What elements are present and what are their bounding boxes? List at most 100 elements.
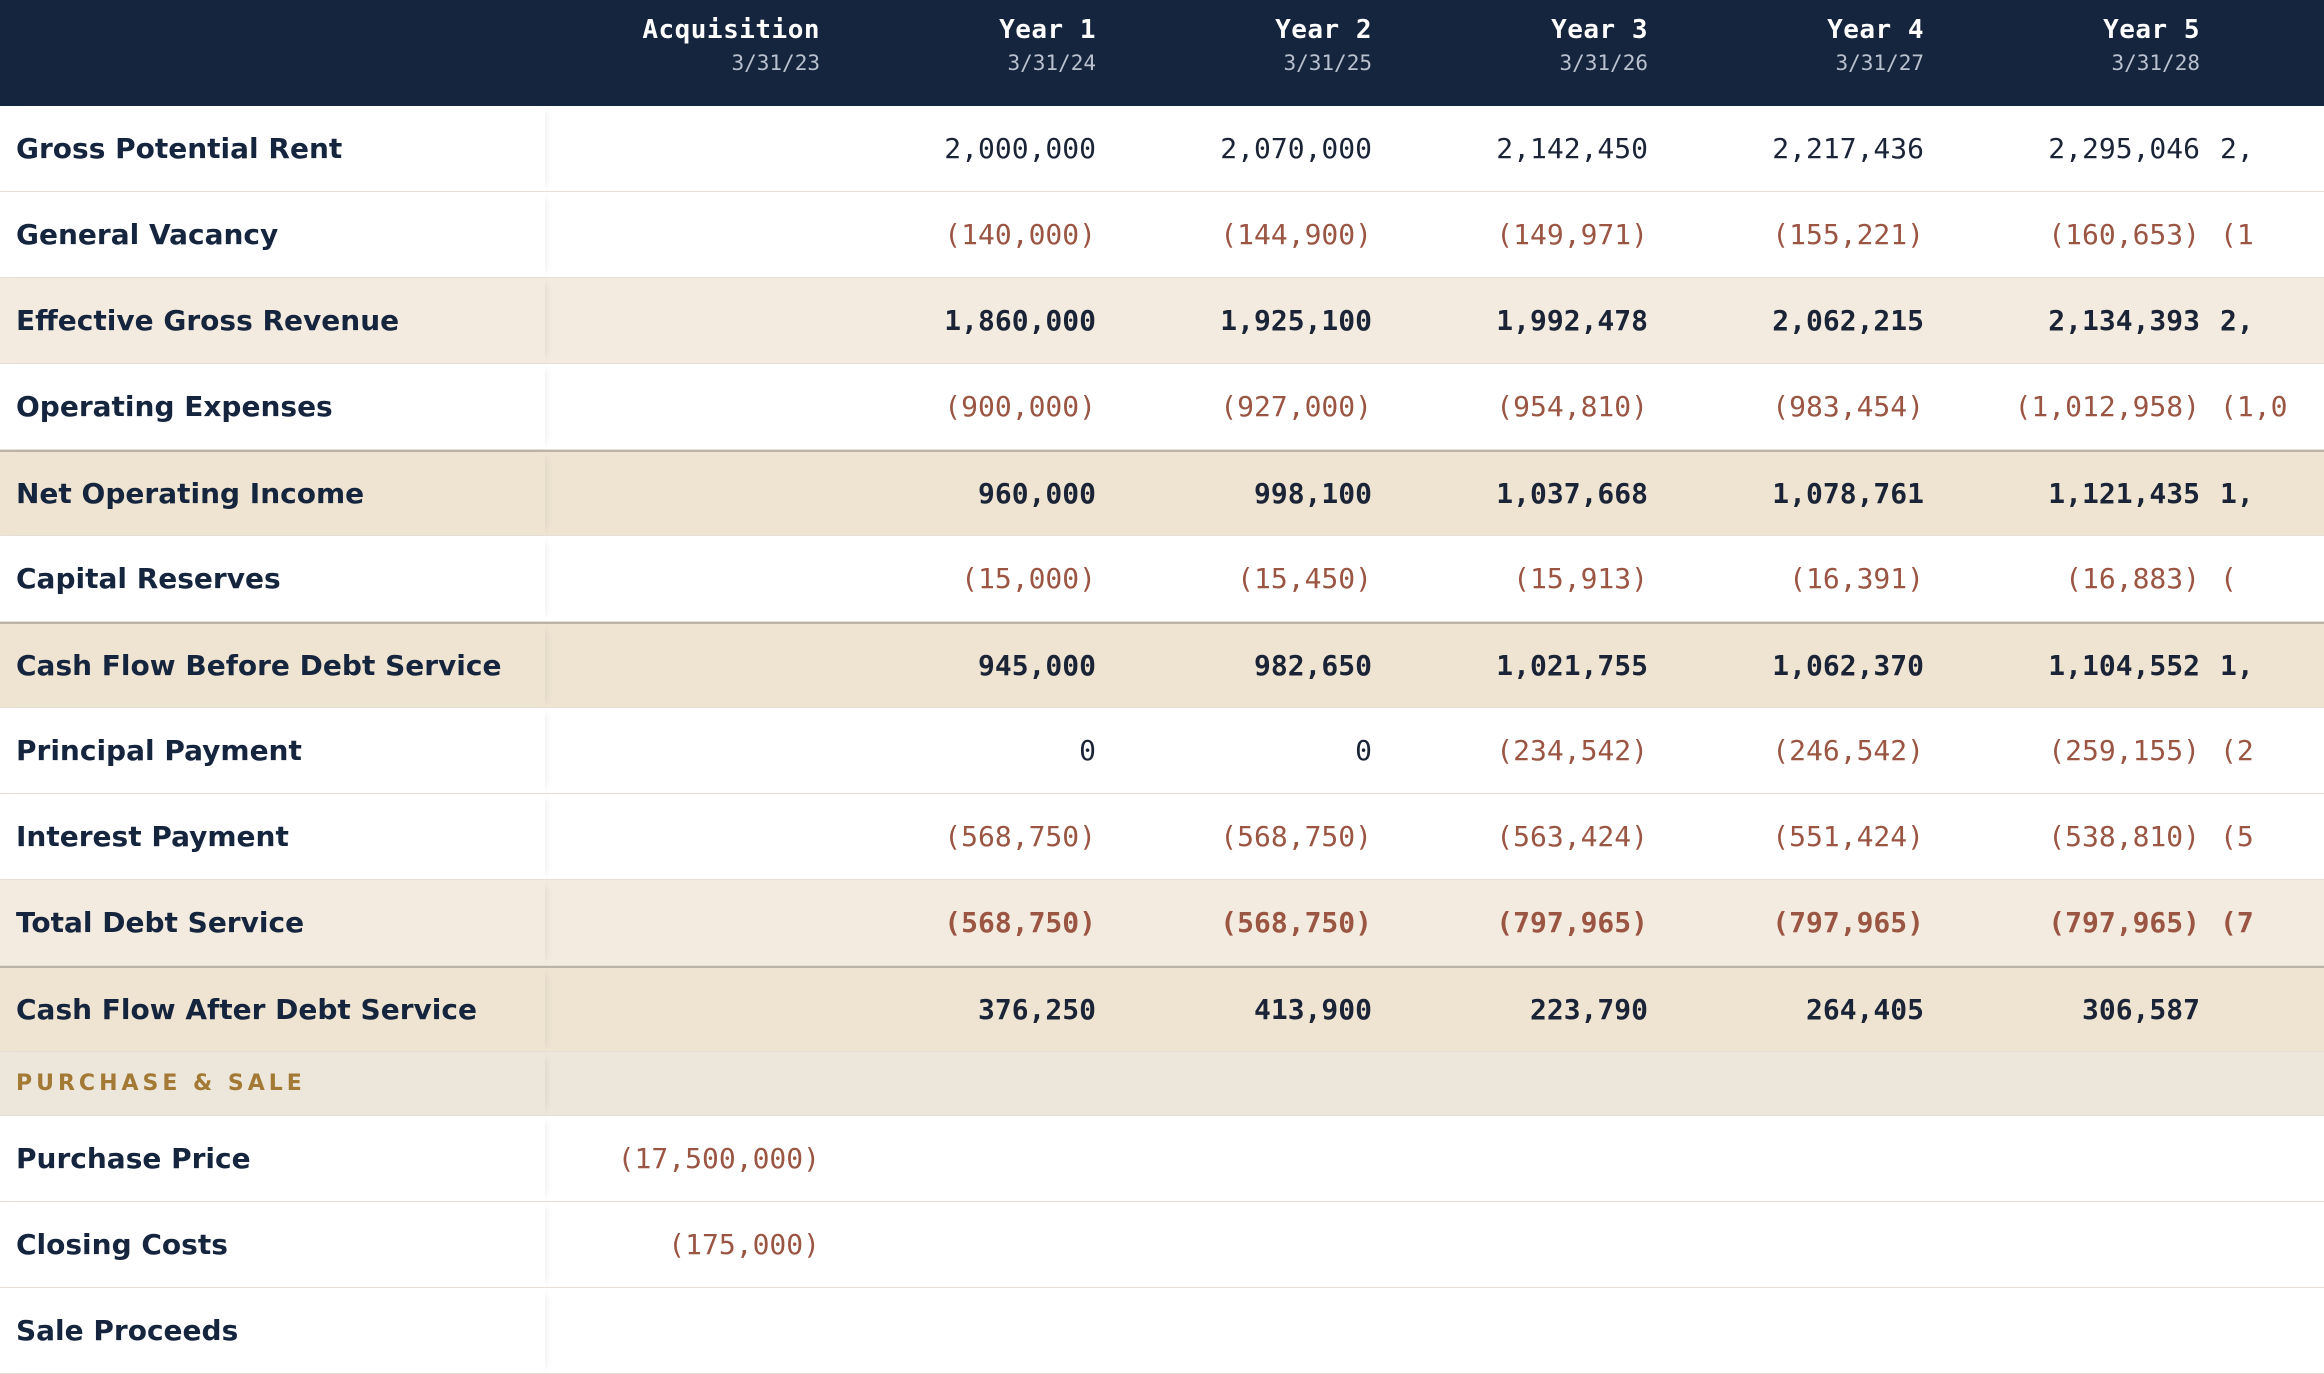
table-cell[interactable]: 2,142,450 [1496,132,1648,165]
table-cell[interactable]: 2, [2220,304,2254,337]
table-cell[interactable]: (15,450) [1237,562,1372,595]
table-cell[interactable]: 945,000 [977,649,1096,682]
table-cell[interactable]: (15,000) [961,562,1096,595]
table-cell[interactable] [545,364,820,449]
column-header-year-4[interactable]: Year 4 3/31/27 [1827,15,1924,75]
table-cell[interactable] [2200,1202,2324,1287]
table-row[interactable]: Gross Potential Rent 2,000,000 2,070,000 2,… [0,106,2324,192]
column-header-year-5[interactable]: Year 5 3/31/28 [2103,15,2200,75]
table-cell[interactable]: (155,221) [1772,218,1924,251]
table-cell[interactable] [2200,968,2324,1051]
table-cell[interactable]: 1, [2220,477,2254,510]
table-cell[interactable]: (234,542) [1496,734,1648,767]
table-cell[interactable]: 1,121,435 [2048,477,2200,510]
table-row[interactable]: Total Debt Service (568,750) (568,750) (797… [0,880,2324,966]
table-cell[interactable]: 1,062,370 [1772,649,1924,682]
table-cell[interactable]: (140,000) [944,218,1096,251]
table-cell[interactable]: 0 [1355,734,1372,767]
table-cell[interactable]: 223,790 [1529,993,1648,1026]
table-row[interactable]: Cash Flow After Debt Service 376,250 413,9… [0,966,2324,1052]
column-header-year-3[interactable]: Year 3 3/31/26 [1551,15,1648,75]
table-cell[interactable] [1648,1116,1924,1201]
table-cell[interactable]: 1,021,755 [1496,649,1648,682]
table-cell[interactable]: (144,900) [1220,218,1372,251]
table-cell[interactable]: 2,217,436 [1772,132,1924,165]
table-row[interactable]: Sale Proceeds [0,1288,2324,1374]
table-cell[interactable]: (160,653) [2048,218,2200,251]
table-cell[interactable]: 1,860,000 [944,304,1096,337]
table-cell[interactable]: (15,913) [1513,562,1648,595]
table-cell[interactable]: (538,810) [2048,820,2200,853]
table-cell[interactable]: 2,070,000 [1220,132,1372,165]
table-cell[interactable]: (175,000) [668,1228,820,1261]
table-cell[interactable]: 413,900 [1253,993,1372,1026]
table-cell[interactable]: (797,965) [2048,906,2200,939]
table-row[interactable]: Effective Gross Revenue 1,860,000 1,925,10… [0,278,2324,364]
table-cell[interactable]: 2,000,000 [944,132,1096,165]
table-cell[interactable]: (568,750) [944,820,1096,853]
table-cell[interactable]: 1,104,552 [2048,649,2200,682]
table-cell[interactable] [1648,1202,1924,1287]
table-cell[interactable] [545,968,820,1051]
table-cell[interactable]: (149,971) [1496,218,1648,251]
table-cell[interactable]: (1,0 [2220,390,2288,423]
table-row[interactable]: Net Operating Income 960,000 998,100 1,037,… [0,450,2324,536]
table-cell[interactable]: 1,037,668 [1496,477,1648,510]
table-cell[interactable] [1648,1288,1924,1373]
table-cell[interactable] [1096,1116,1372,1201]
table-cell[interactable]: (551,424) [1772,820,1924,853]
column-header-year-1[interactable]: Year 1 3/31/24 [999,15,1096,75]
table-cell[interactable]: 1,925,100 [1220,304,1372,337]
table-cell[interactable]: (568,750) [1220,906,1372,939]
table-cell[interactable]: (927,000) [1220,390,1372,423]
table-cell[interactable]: 998,100 [1253,477,1372,510]
table-cell[interactable]: (900,000) [944,390,1096,423]
table-cell[interactable] [820,1116,1096,1201]
table-cell[interactable] [1096,1288,1372,1373]
table-cell[interactable] [1372,1202,1648,1287]
table-cell[interactable] [820,1202,1096,1287]
table-row[interactable]: Closing Costs (175,000) [0,1202,2324,1288]
table-cell[interactable]: 264,405 [1805,993,1924,1026]
table-cell[interactable]: 1, [2220,649,2254,682]
table-cell[interactable] [545,278,820,363]
table-cell[interactable]: 1,078,761 [1772,477,1924,510]
table-cell[interactable] [1924,1202,2200,1287]
table-cell[interactable] [1924,1116,2200,1201]
table-cell[interactable] [545,452,820,535]
table-cell[interactable]: (797,965) [1496,906,1648,939]
table-cell[interactable]: (1 [2220,218,2254,251]
table-cell[interactable]: (16,883) [2065,562,2200,595]
table-cell[interactable]: 2, [2220,132,2254,165]
table-cell[interactable] [545,536,820,621]
table-cell[interactable]: (568,750) [944,906,1096,939]
table-row[interactable]: Capital Reserves (15,000) (15,450) (15,913)… [0,536,2324,622]
table-cell[interactable] [545,880,820,965]
table-cell[interactable] [545,1288,820,1373]
table-cell[interactable] [545,192,820,277]
table-cell[interactable] [1372,1288,1648,1373]
table-row[interactable]: Interest Payment (568,750) (568,750) (563,4… [0,794,2324,880]
table-cell[interactable]: 960,000 [977,477,1096,510]
table-cell[interactable] [1096,1202,1372,1287]
table-cell[interactable]: (1,012,958) [2014,390,2200,423]
table-cell[interactable] [545,624,820,707]
table-cell[interactable]: (16,391) [1789,562,1924,595]
table-cell[interactable]: 982,650 [1253,649,1372,682]
column-header-year-2[interactable]: Year 2 3/31/25 [1275,15,1372,75]
table-cell[interactable]: 2,134,393 [2048,304,2200,337]
table-cell[interactable]: (246,542) [1772,734,1924,767]
table-cell[interactable]: (259,155) [2048,734,2200,767]
table-cell[interactable] [2200,1288,2324,1373]
table-cell[interactable]: 1,992,478 [1496,304,1648,337]
table-cell[interactable] [1372,1116,1648,1201]
table-cell[interactable]: (17,500,000) [617,1142,820,1175]
table-cell[interactable]: 376,250 [977,993,1096,1026]
table-cell[interactable] [545,106,820,191]
table-cell[interactable]: (5 [2220,820,2254,853]
table-cell[interactable]: 306,587 [2081,993,2200,1026]
table-cell[interactable]: 2,062,215 [1772,304,1924,337]
table-row[interactable]: Principal Payment 0 0 (234,542) (246,542) (25… [0,708,2324,794]
table-cell[interactable]: (983,454) [1772,390,1924,423]
table-cell[interactable]: ( [2220,562,2237,595]
